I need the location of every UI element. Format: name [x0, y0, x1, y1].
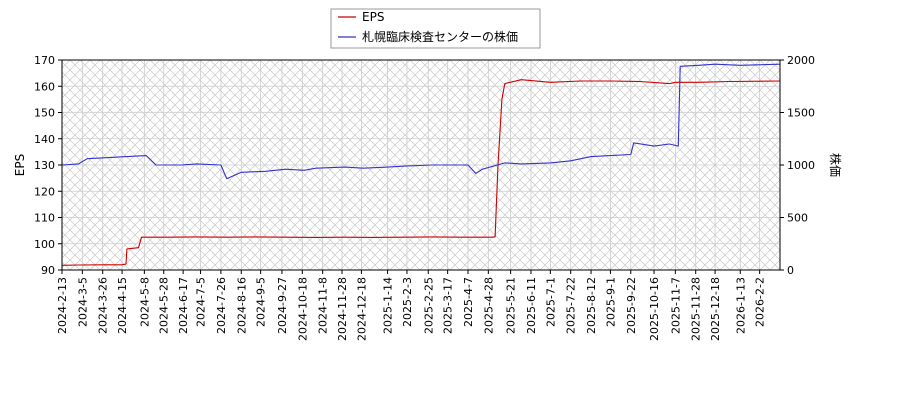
x-tick-label: 2025-7-22: [565, 277, 578, 334]
x-tick-label: 2024-9-27: [276, 277, 289, 334]
legend-label-price: 札幌臨床検査センターの株価: [362, 29, 518, 44]
x-tick-label: 2025-2-25: [422, 277, 435, 334]
x-tick-label: 2024-11-8: [317, 277, 330, 334]
legend: EPS 札幌臨床検査センターの株価: [330, 8, 541, 49]
x-tick-label: 2025-12-18: [709, 277, 722, 341]
y-left-tick-label: 120: [34, 185, 55, 198]
x-tick-label: 2024-11-28: [336, 277, 349, 341]
x-tick-label: 2024-5-28: [158, 277, 171, 334]
x-tick-label: 2025-4-28: [482, 277, 495, 334]
x-tick-label: 2025-2-3: [401, 277, 414, 327]
legend-label-eps: EPS: [362, 10, 384, 24]
x-tick-label: 2025-1-14: [382, 277, 395, 334]
x-tick-label: 2026-2-2: [754, 277, 767, 327]
eps-line: [61, 79, 781, 266]
y-left-tick-label: 90: [41, 264, 55, 277]
x-tick-label: 2025-6-11: [525, 277, 538, 334]
x-tick-label: 2025-4-7: [462, 277, 475, 327]
x-tick-label: 2024-5-8: [138, 277, 151, 327]
y-axis-right-title: 株価: [828, 153, 843, 177]
y-left-tick-label: 150: [34, 107, 55, 120]
y-right-tick-label: 2000: [787, 54, 815, 67]
x-tick-label: 2024-3-26: [97, 277, 110, 334]
x-tick-label: 2024-7-5: [195, 277, 208, 327]
x-tick-label: 2025-5-21: [505, 277, 518, 334]
x-tick-label: 2024-2-13: [56, 277, 69, 334]
x-tick-label: 2024-4-15: [116, 277, 129, 334]
stock-price-line: [61, 63, 781, 180]
y-right-tick-label: 1000: [787, 159, 815, 172]
x-tick-label: 2025-11-7: [669, 277, 682, 334]
y-left-tick-label: 140: [34, 133, 55, 146]
x-tick-label: 2024-12-18: [355, 277, 368, 341]
x-tick-label: 2025-10-16: [648, 277, 661, 341]
y-axis-right: 0 500 1000 1500 2000: [780, 54, 815, 277]
y-left-tick-label: 130: [34, 159, 55, 172]
y-right-tick-label: 1500: [787, 107, 815, 120]
x-tick-label: 2025-9-22: [625, 277, 638, 334]
x-tick-label: 2025-9-1: [604, 277, 617, 327]
y-axis-left-title: EPS: [13, 154, 27, 176]
y-left-tick-label: 110: [34, 212, 55, 225]
x-tick-label: 2024-10-18: [296, 277, 309, 341]
x-tick-label: 2024-7-26: [215, 277, 228, 334]
y-right-tick-label: 500: [787, 212, 808, 225]
y-left-tick-label: 170: [34, 54, 55, 67]
series-lines: [61, 63, 781, 266]
x-tick-label: 2024-8-16: [235, 277, 248, 334]
x-tick-label: 2025-3-17: [442, 277, 455, 334]
x-tick-label: 2024-6-17: [177, 277, 190, 334]
x-tick-label: 2024-9-5: [255, 277, 268, 327]
x-tick-label: 2024-3-5: [76, 277, 89, 327]
y-right-tick-label: 0: [787, 264, 794, 277]
y-axis-left: 90 100 110 120 130 140 150 160 170: [34, 54, 62, 277]
x-tick-label: 2025-11-28: [690, 277, 703, 341]
y-left-tick-label: 160: [34, 80, 55, 93]
x-tick-label: 2025-7-1: [544, 277, 557, 327]
x-tick-label: 2026-1-13: [734, 277, 747, 334]
legend-box: [330, 8, 541, 49]
x-axis: 2024-2-13 2024-3-5 2024-3-26 2024-4-15 2024-…: [56, 270, 767, 341]
y-left-tick-label: 100: [34, 238, 55, 251]
x-tick-label: 2025-8-12: [585, 277, 598, 334]
